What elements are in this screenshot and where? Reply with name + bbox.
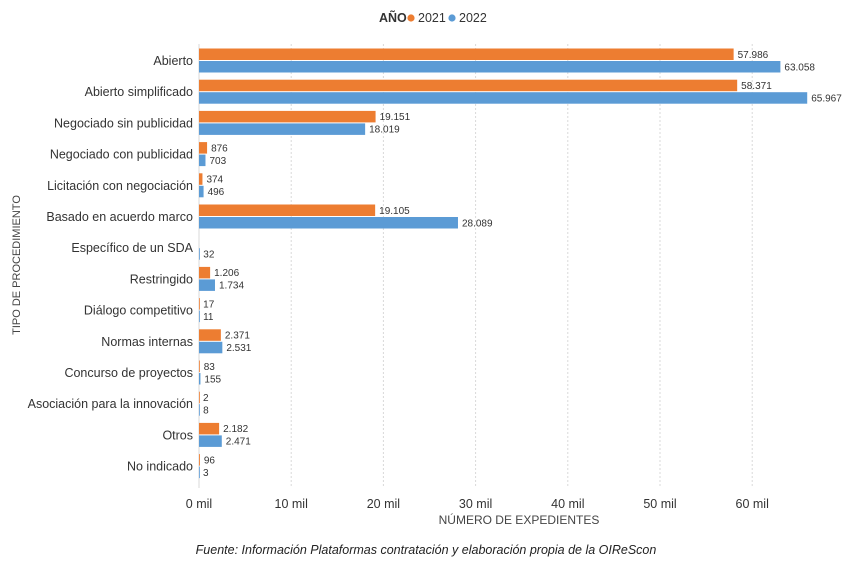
category-label: Concurso de proyectos — [64, 366, 193, 380]
bar-2021 — [199, 329, 221, 341]
category-label: Diálogo competitivo — [84, 304, 193, 318]
bar-2022 — [199, 466, 200, 479]
bar-2021 — [199, 79, 738, 92]
bar-2022 — [199, 217, 458, 229]
legend-title: AÑO — [379, 10, 407, 25]
value-label-2021: 58.371 — [741, 81, 772, 92]
value-label-2021: 17 — [203, 299, 215, 310]
bar-2021 — [199, 48, 734, 60]
x-axis-ticks: 0 mil 10 mil 20 mil 30 mil 40 mil 50 mil 60 mi… — [186, 497, 769, 511]
bar-value-labels: 57.986 63.058 58.371 65.967 19.151 18.019 876 7… — [203, 50, 842, 479]
category-label: Otros — [162, 428, 193, 442]
x-tick-label: 40 mil — [551, 497, 584, 511]
x-tick-label: 20 mil — [367, 497, 400, 511]
value-label-2021: 83 — [204, 362, 216, 373]
category-label: Licitación con negociación — [47, 179, 193, 193]
x-tick-label: 30 mil — [459, 497, 492, 511]
value-label-2022: 155 — [204, 374, 221, 385]
value-label-2022: 65.967 — [811, 94, 842, 105]
category-label: Específico de un SDA — [71, 241, 193, 255]
x-tick-label: 0 mil — [186, 497, 212, 511]
legend: AÑO 2021 2022 — [379, 10, 487, 25]
value-label-2022: 32 — [203, 250, 215, 261]
bar-2021 — [199, 266, 211, 279]
legend-label-2022: 2022 — [459, 11, 487, 25]
value-label-2022: 11 — [203, 312, 214, 323]
value-label-2022: 3 — [203, 468, 209, 479]
value-label-2021: 2.182 — [223, 424, 248, 435]
gridlines — [198, 44, 753, 488]
x-tick-label: 60 mil — [736, 497, 769, 511]
value-label-2022: 63.058 — [784, 62, 815, 73]
category-label: Asociación para la innovación — [28, 397, 193, 411]
bar-2022 — [199, 61, 781, 73]
category-label: Abierto — [153, 54, 193, 68]
bar-2021 — [199, 454, 200, 466]
bar-2022 — [199, 373, 201, 385]
value-label-2022: 2.471 — [226, 437, 251, 448]
value-label-2021: 374 — [206, 175, 223, 186]
y-axis-categories: Abierto Abierto simplificado Negociado sin… — [28, 54, 194, 474]
x-tick-label: 10 mil — [275, 497, 308, 511]
value-label-2022: 8 — [203, 406, 209, 417]
bar-2022 — [199, 123, 366, 135]
bar-2021 — [199, 422, 220, 435]
value-label-2021: 2.371 — [225, 331, 250, 342]
source-note: Fuente: Información Plataformas contrata… — [195, 543, 657, 557]
y-axis-title: TIPO DE PROCEDIMIENTO — [11, 195, 23, 335]
bar-2022 — [199, 435, 222, 447]
category-label: Negociado sin publicidad — [54, 116, 193, 130]
bar-2022 — [199, 279, 215, 291]
bar-2022 — [199, 154, 206, 167]
value-label-2021: 876 — [211, 143, 228, 154]
value-label-2021: 1.206 — [214, 268, 239, 279]
bar-2021 — [199, 204, 376, 216]
bar-2021 — [199, 110, 376, 123]
bar-2021 — [199, 360, 200, 372]
category-label: Normas internas — [101, 335, 193, 349]
x-axis-title: NÚMERO DE EXPEDIENTES — [439, 512, 600, 527]
bar-2022 — [199, 92, 808, 104]
value-label-2022: 28.089 — [462, 218, 493, 229]
legend-marker-2021 — [407, 14, 415, 22]
bar-2022 — [199, 341, 223, 354]
bar-2022 — [199, 404, 200, 416]
x-tick-label: 50 mil — [643, 497, 676, 511]
value-label-2022: 18.019 — [369, 125, 400, 136]
value-label-2022: 1.734 — [219, 281, 244, 292]
value-label-2021: 19.105 — [379, 206, 410, 217]
value-label-2021: 2 — [203, 393, 209, 404]
category-label: Abierto simplificado — [85, 85, 193, 99]
value-label-2021: 57.986 — [738, 50, 769, 61]
bars — [199, 48, 808, 479]
value-label-2021: 96 — [204, 455, 216, 466]
bar-2021 — [199, 173, 203, 185]
bar-2022 — [199, 185, 204, 198]
category-label: Basado en acuerdo marco — [46, 210, 193, 224]
value-label-2022: 2.531 — [226, 343, 251, 354]
bar-2021 — [199, 298, 200, 310]
legend-label-2021: 2021 — [418, 11, 446, 25]
category-label: No indicado — [127, 460, 193, 474]
bar-2022 — [199, 310, 200, 323]
bar-2021 — [199, 142, 208, 154]
value-label-2021: 19.151 — [380, 112, 411, 123]
category-label: Restringido — [130, 272, 193, 286]
value-label-2022: 703 — [209, 156, 226, 167]
value-label-2022: 496 — [208, 187, 225, 198]
bar-2022 — [199, 248, 200, 260]
bar-2021 — [199, 391, 200, 404]
legend-marker-2022 — [448, 14, 456, 22]
category-label: Negociado con publicidad — [50, 148, 193, 162]
